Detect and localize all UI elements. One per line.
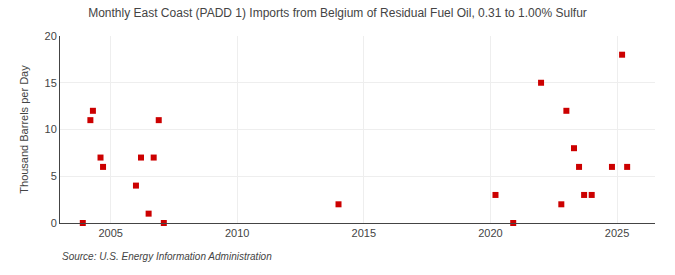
svg-text:2020: 2020	[478, 227, 502, 239]
svg-text:2005: 2005	[98, 227, 122, 239]
svg-text:Monthly East Coast (PADD 1) Im: Monthly East Coast (PADD 1) Imports from…	[88, 6, 587, 20]
svg-text:Thousand Barrels per Day: Thousand Barrels per Day	[18, 65, 30, 194]
svg-text:15: 15	[45, 77, 57, 89]
svg-text:10: 10	[45, 123, 57, 135]
svg-text:Source: U.S. Energy Informatio: Source: U.S. Energy Information Administ…	[62, 251, 272, 262]
svg-text:20: 20	[45, 30, 57, 42]
svg-text:2025: 2025	[605, 227, 629, 239]
svg-text:0: 0	[51, 217, 57, 229]
svg-text:2015: 2015	[352, 227, 376, 239]
svg-text:5: 5	[51, 170, 57, 182]
svg-text:2010: 2010	[225, 227, 249, 239]
